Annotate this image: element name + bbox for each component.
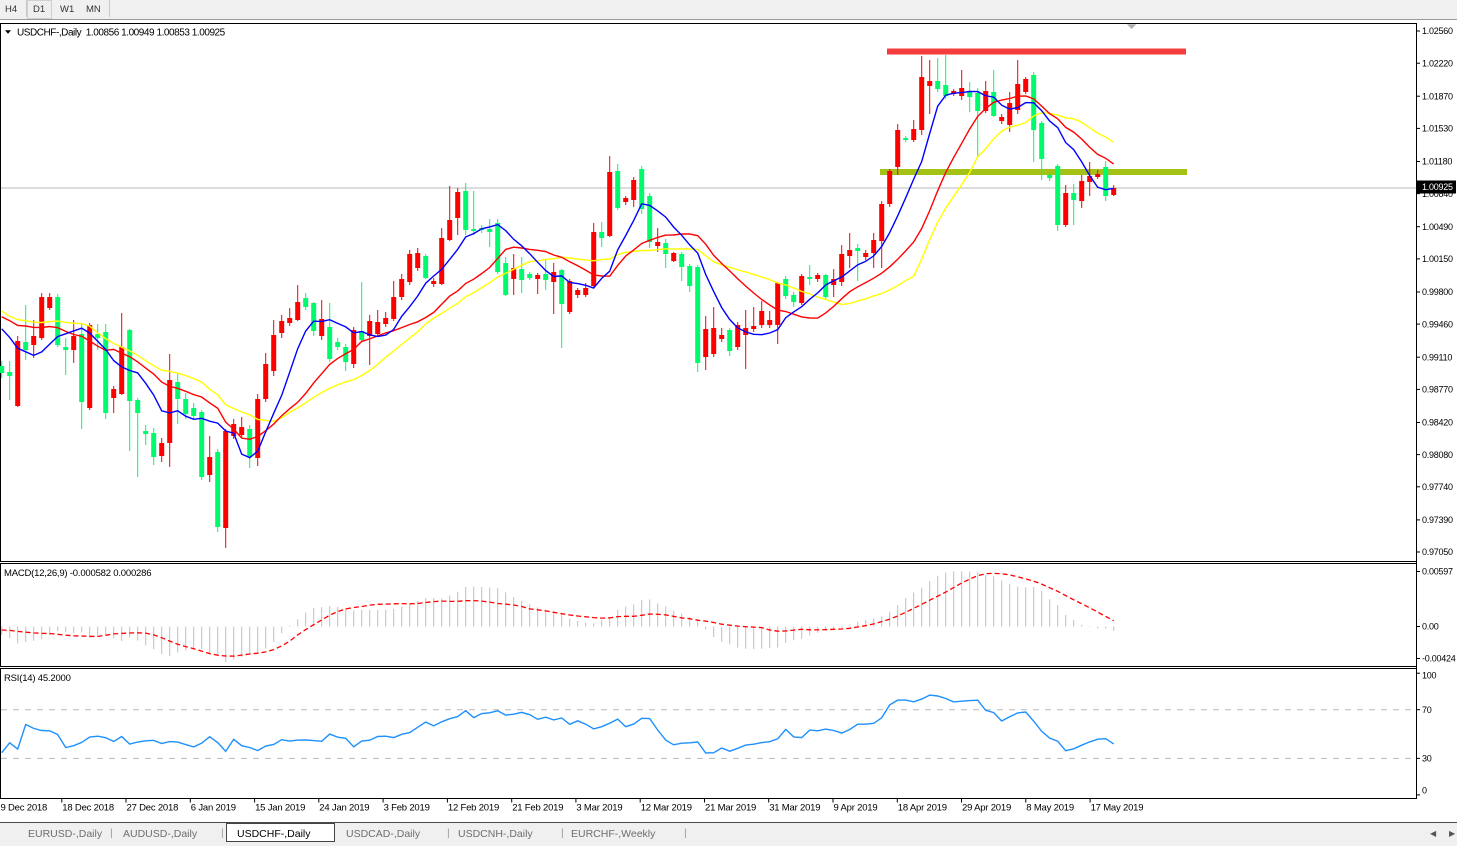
- svg-text:1.02560: 1.02560: [1422, 26, 1453, 36]
- svg-text:70: 70: [1422, 705, 1432, 715]
- svg-text:21 Feb 2019: 21 Feb 2019: [512, 803, 563, 814]
- svg-text:1.01530: 1.01530: [1422, 124, 1453, 134]
- svg-text:1.00840: 1.00840: [1422, 189, 1453, 199]
- svg-text:MACD(12,26,9) -0.000582 0.0002: MACD(12,26,9) -0.000582 0.000286: [4, 568, 151, 579]
- svg-text:8 May 2019: 8 May 2019: [1026, 803, 1074, 814]
- svg-text:0.97390: 0.97390: [1422, 515, 1453, 525]
- svg-text:-0.00424: -0.00424: [1422, 654, 1456, 664]
- svg-text:0.99460: 0.99460: [1422, 319, 1453, 329]
- svg-text:0.00: 0.00: [1422, 622, 1439, 632]
- svg-text:31 Mar 2019: 31 Mar 2019: [769, 803, 820, 814]
- svg-text:0.97740: 0.97740: [1422, 482, 1453, 492]
- svg-text:29 Apr 2019: 29 Apr 2019: [962, 803, 1011, 814]
- svg-text:21 Mar 2019: 21 Mar 2019: [705, 803, 756, 814]
- svg-text:17 May 2019: 17 May 2019: [1091, 803, 1144, 814]
- svg-text:15 Jan 2019: 15 Jan 2019: [255, 803, 305, 814]
- svg-text:0: 0: [1422, 786, 1427, 796]
- svg-text:24 Jan 2019: 24 Jan 2019: [319, 803, 369, 814]
- svg-text:30: 30: [1422, 754, 1432, 764]
- svg-text:9 Apr 2019: 9 Apr 2019: [834, 803, 878, 814]
- svg-text:1.00150: 1.00150: [1422, 254, 1453, 264]
- svg-text:0.98420: 0.98420: [1422, 418, 1453, 428]
- svg-text:27 Dec 2018: 27 Dec 2018: [127, 803, 179, 814]
- svg-text:0.98080: 0.98080: [1422, 450, 1453, 460]
- svg-text:1.01180: 1.01180: [1422, 157, 1452, 167]
- svg-text:0.00597: 0.00597: [1422, 567, 1453, 577]
- svg-text:3 Feb 2019: 3 Feb 2019: [384, 803, 430, 814]
- svg-text:1.00490: 1.00490: [1422, 222, 1453, 232]
- svg-text:18 Dec 2018: 18 Dec 2018: [62, 803, 114, 814]
- svg-text:0.97050: 0.97050: [1422, 547, 1453, 557]
- svg-text:18 Apr 2019: 18 Apr 2019: [898, 803, 947, 814]
- svg-text:100: 100: [1422, 671, 1437, 681]
- svg-text:1.00925: 1.00925: [1422, 182, 1453, 192]
- svg-text:USDCHF-,Daily 1.00856 1.00949: USDCHF-,Daily 1.00856 1.00949 1.00853 1.…: [17, 28, 226, 39]
- svg-text:1.02220: 1.02220: [1422, 58, 1453, 68]
- svg-text:0.99110: 0.99110: [1422, 352, 1452, 362]
- svg-text:12 Feb 2019: 12 Feb 2019: [448, 803, 499, 814]
- svg-text:0.99800: 0.99800: [1422, 287, 1453, 297]
- svg-text:6 Jan 2019: 6 Jan 2019: [191, 803, 236, 814]
- svg-text:RSI(14) 45.2000: RSI(14) 45.2000: [4, 673, 71, 684]
- svg-text:12 Mar 2019: 12 Mar 2019: [641, 803, 692, 814]
- svg-text:0.98770: 0.98770: [1422, 385, 1453, 395]
- svg-text:9 Dec 2018: 9 Dec 2018: [1, 803, 48, 814]
- svg-text:1.01870: 1.01870: [1422, 91, 1453, 101]
- svg-text:3 Mar 2019: 3 Mar 2019: [576, 803, 622, 814]
